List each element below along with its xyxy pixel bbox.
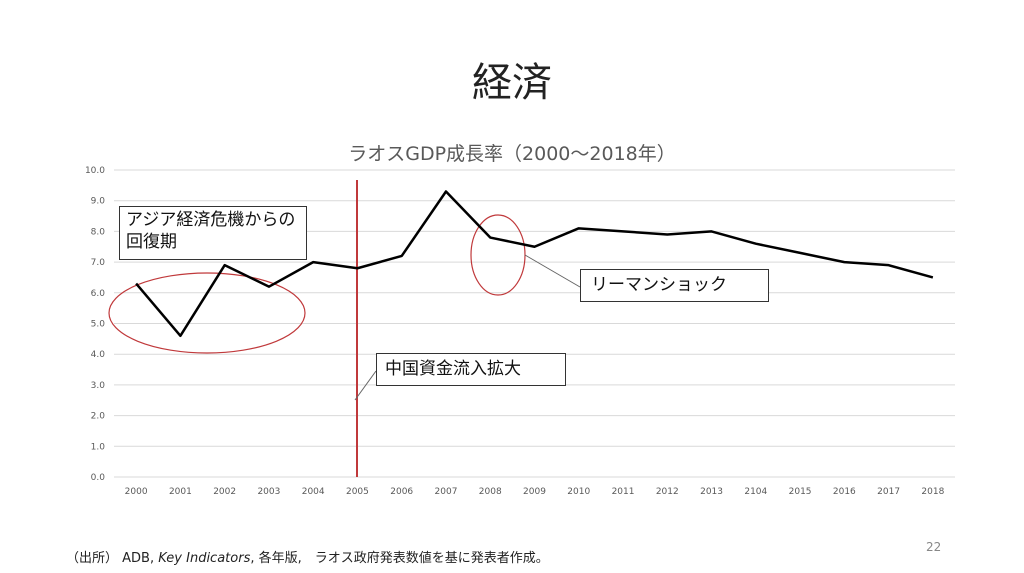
x-tick-label: 2007 (435, 487, 458, 497)
series-layer (135, 190, 934, 338)
source-note: （出所） ADB, Key Indicators, 各年版, ラオス政府発表数値… (66, 547, 549, 566)
china-inflow-callout: 中国資金流入拡大 (376, 353, 566, 386)
x-tick-label: 2008 (479, 487, 502, 497)
x-tick-label: 2004 (302, 487, 325, 497)
source-italic: Key Indicators (158, 551, 251, 566)
y-tick-label: 8.0 (91, 227, 106, 237)
asia-crisis-callout: アジア経済危機からの回復期 (119, 206, 307, 260)
source-prefix: （出所） ADB, (66, 551, 159, 566)
x-tick-label: 2011 (612, 487, 635, 497)
x-tick-label: 2002 (213, 487, 236, 497)
asia-crisis-callout-text: アジア経済危機からの回復期 (126, 210, 296, 252)
x-tick-label: 2015 (789, 487, 812, 497)
x-tick-label: 2005 (346, 487, 369, 497)
slide-title: 経済 (472, 60, 552, 106)
x-axis-ticks: 2000 2001 2002 2003 2004 2005 2006 2007 2008 2009… (125, 487, 945, 497)
x-tick-label: 2000 (125, 487, 148, 497)
y-tick-label: 5.0 (91, 320, 106, 330)
x-tick-label: 2104 (744, 487, 767, 497)
x-tick-label: 2012 (656, 487, 679, 497)
x-tick-label: 2009 (523, 487, 546, 497)
china-callout-connector (354, 370, 377, 401)
gdp-growth-chart: ラオスGDP成長率（2000〜2018年） 0.0 1.0 2.0 3.0 4.0 5.0… (85, 143, 955, 497)
asia-crisis-highlight-ellipse (108, 272, 306, 354)
x-tick-label: 2003 (257, 487, 280, 497)
y-tick-label: 9.0 (91, 197, 106, 207)
source-suffix: , 各年版, ラオス政府発表数値を基に発表者作成。 (250, 551, 549, 566)
x-tick-label: 2010 (567, 487, 590, 497)
page-number: 22 (926, 540, 942, 554)
y-tick-label: 10.0 (85, 166, 105, 176)
china-inflow-callout-text: 中国資金流入拡大 (385, 359, 521, 379)
x-tick-label: 2001 (169, 487, 192, 497)
x-tick-label: 2016 (833, 487, 856, 497)
y-tick-label: 4.0 (91, 350, 106, 360)
y-tick-label: 7.0 (91, 258, 106, 268)
y-tick-label: 0.0 (91, 473, 106, 483)
lehman-callout-text: リーマンショック (591, 275, 727, 295)
x-tick-label: 2018 (921, 487, 944, 497)
lehman-callout: リーマンショック (580, 269, 769, 302)
y-tick-label: 6.0 (91, 289, 106, 299)
x-tick-label: 2017 (877, 487, 900, 497)
chart-title: ラオスGDP成長率（2000〜2018年） (348, 143, 676, 165)
lehman-callout-connector (524, 254, 581, 288)
x-tick-label: 2013 (700, 487, 723, 497)
x-tick-label: 2006 (390, 487, 413, 497)
y-tick-label: 1.0 (91, 442, 106, 452)
y-tick-label: 2.0 (91, 412, 106, 422)
y-tick-label: 3.0 (91, 381, 106, 391)
y-axis-ticks: 0.0 1.0 2.0 3.0 4.0 5.0 6.0 7.0 8.0 9.0 10.0 (85, 166, 105, 483)
